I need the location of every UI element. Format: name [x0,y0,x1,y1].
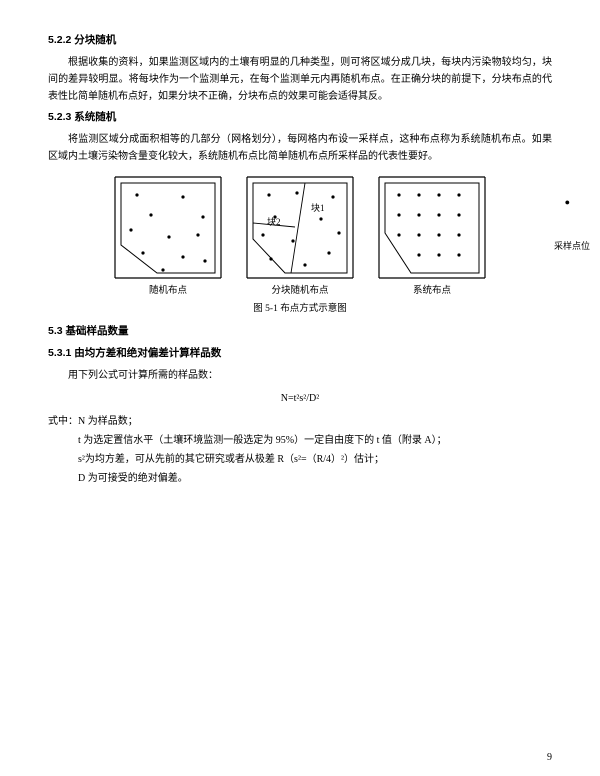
fig-block-caption: 分块随机布点 [245,283,355,299]
side-dot: ● [565,195,570,210]
fig-grid-svg [377,175,487,280]
heading-53: 5.3 基础样品数量 [48,323,552,341]
figure-5-1: 随机布点 块1 块2 分块随机布点 系统布点 [48,175,552,299]
fig-grid: 系统布点 [377,175,487,299]
where-d: D 为可接受的绝对偏差。 [48,470,552,487]
heading-531: 5.3.1 由均方差和绝对偏差计算样品数 [48,345,552,363]
where-N: 式中：N 为样品数； [48,413,552,430]
fig-random-svg [113,175,223,280]
para-531-intro: 用下列公式可计算所需的样品数： [48,367,552,384]
svg-text:块1: 块1 [311,202,325,213]
heading-523: 5.2.3 系统随机 [48,109,552,127]
fig-random: 随机布点 [113,175,223,299]
fig-grid-caption: 系统布点 [377,283,487,299]
side-label: 采样点位 [554,239,590,254]
formula-N: N=t²s²/D² [48,390,552,407]
figure-title: 图 5-1 布点方式示意图 [48,301,552,317]
para-522-1: 根据收集的资料，如果监测区域内的土壤有明显的几种类型，则可将区域分成几块，每块内… [48,54,552,105]
svg-text:块2: 块2 [267,216,281,227]
para-523-1: 将监测区域分成面积相等的几部分（网格划分），每网格内布设一采样点，这种布点称为系… [48,131,552,165]
fig-block: 块1 块2 分块随机布点 [245,175,355,299]
page-number: 9 [547,749,552,766]
fig-block-svg: 块1 块2 [245,175,355,280]
heading-522: 5.2.2 分块随机 [48,32,552,50]
where-t: t 为选定置信水平（土壤环境监测一般选定为 95%）一定自由度下的 t 值（附录… [48,432,552,449]
where-s: s²为均方差，可从先前的其它研究或者从极差 R（s²=（R/4）²）估计； [48,451,552,468]
fig-random-caption: 随机布点 [113,283,223,299]
